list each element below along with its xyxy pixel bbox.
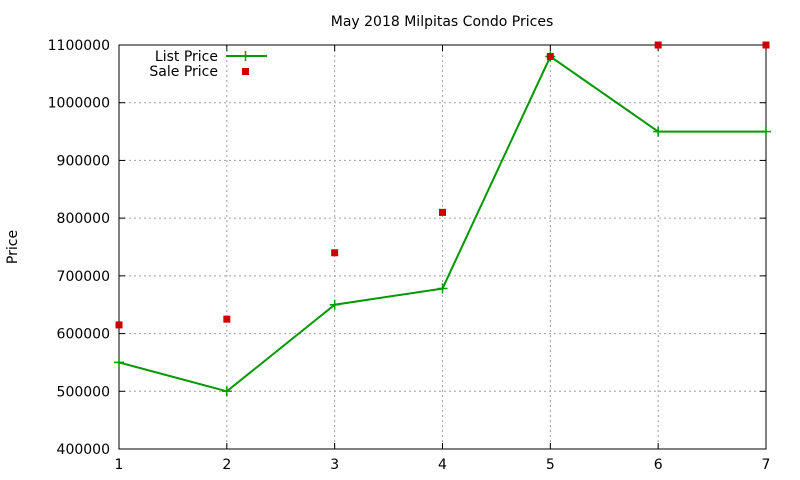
list-price-point [221, 386, 232, 397]
y-tick-label: 1000000 [48, 96, 110, 112]
legend: List Price Sale Price [149, 49, 267, 80]
sale-price-point [439, 208, 446, 216]
sale-price-point [654, 41, 662, 49]
sale-price-point [223, 315, 231, 323]
legend-marker-sale-price [242, 68, 249, 75]
x-tick-label: 2 [222, 457, 231, 473]
list-price-point [329, 299, 340, 310]
sale-price-point [115, 321, 123, 329]
y-tick-label: 500000 [57, 384, 110, 400]
x-tick-label: 3 [330, 457, 339, 473]
y-axis-label: Price [5, 230, 21, 264]
chart-title: May 2018 Milpitas Condo Prices [331, 14, 553, 30]
list-price-point [114, 357, 124, 368]
legend-label-list-price: List Price [155, 49, 218, 65]
legend-marker-list-price [240, 51, 251, 61]
x-tick-label: 5 [546, 457, 555, 473]
list-price-point [761, 126, 771, 137]
y-tick-label: 800000 [57, 211, 110, 227]
y-tick-label: 900000 [57, 153, 110, 169]
y-tick-label: 400000 [57, 442, 110, 458]
y-tick-label: 700000 [57, 269, 110, 285]
y-tick-label: 600000 [57, 327, 110, 343]
x-tick-label: 4 [438, 457, 447, 473]
sale-price-point [546, 53, 554, 61]
y-tick-label: 1100000 [48, 38, 110, 54]
series-layer [114, 41, 771, 397]
x-tick-label: 6 [654, 457, 663, 473]
grid-layer [119, 45, 766, 449]
sale-price-point [762, 41, 770, 49]
list-price-point [653, 126, 664, 137]
x-tick-label: 7 [762, 457, 771, 473]
sale-price-point [331, 249, 339, 257]
ticks-layer: 1 2 3 4 5 6 7 400000 500000 600000 700000 800000 900… [48, 38, 771, 473]
x-tick-label: 1 [115, 457, 124, 473]
list-price-point [437, 283, 448, 294]
legend-label-sale-price: Sale Price [149, 64, 218, 80]
